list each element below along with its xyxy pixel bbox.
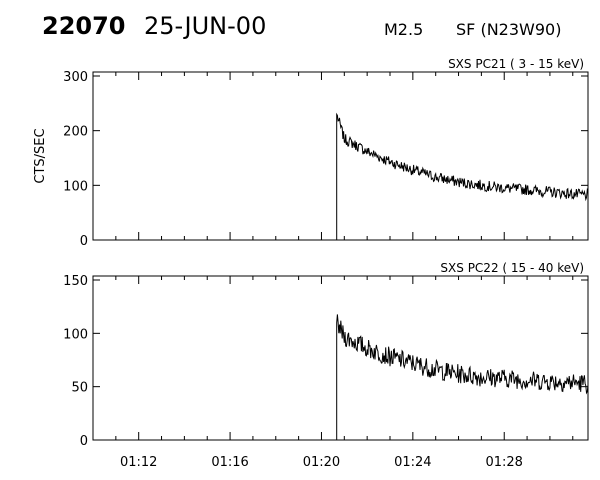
x-tick-label: 01:20 — [303, 455, 340, 470]
data-series — [93, 314, 589, 441]
panel-1: SXS PC21 ( 3 - 15 keV) 0 100 200 300 CTS/SEC — [33, 57, 589, 249]
panel-2: SXS PC22 ( 15 - 40 keV) 0 50 100 150 01:12 01:… — [63, 261, 589, 470]
y-tick-label: 300 — [63, 70, 88, 85]
y-axis-label: CTS/SEC — [33, 128, 48, 183]
x-tick-label: 01:28 — [485, 455, 522, 470]
flare-location: SF (N23W90) — [456, 20, 562, 39]
plot-frame — [92, 71, 589, 241]
x-tick-label: 01:24 — [394, 455, 431, 470]
data-series — [93, 112, 589, 241]
y-tick-label: 100 — [63, 327, 88, 342]
event-date: 25-JUN-00 — [144, 12, 267, 40]
flare-class: M2.5 — [384, 20, 424, 39]
y-tick-label: 50 — [71, 381, 88, 396]
y-tick-label: 150 — [63, 274, 88, 289]
panel-title: SXS PC21 ( 3 - 15 keV) — [448, 57, 584, 71]
event-id: 22070 — [42, 12, 126, 40]
y-tick-label: 100 — [63, 179, 88, 194]
y-tick-label: 0 — [80, 234, 88, 249]
x-tick-label: 01:16 — [211, 455, 248, 470]
y-tick-label: 0 — [80, 434, 88, 449]
panel-title: SXS PC22 ( 15 - 40 keV) — [440, 261, 584, 275]
y-tick-label: 200 — [63, 125, 88, 140]
plot-frame — [92, 275, 589, 441]
x-tick-label: 01:12 — [120, 455, 157, 470]
